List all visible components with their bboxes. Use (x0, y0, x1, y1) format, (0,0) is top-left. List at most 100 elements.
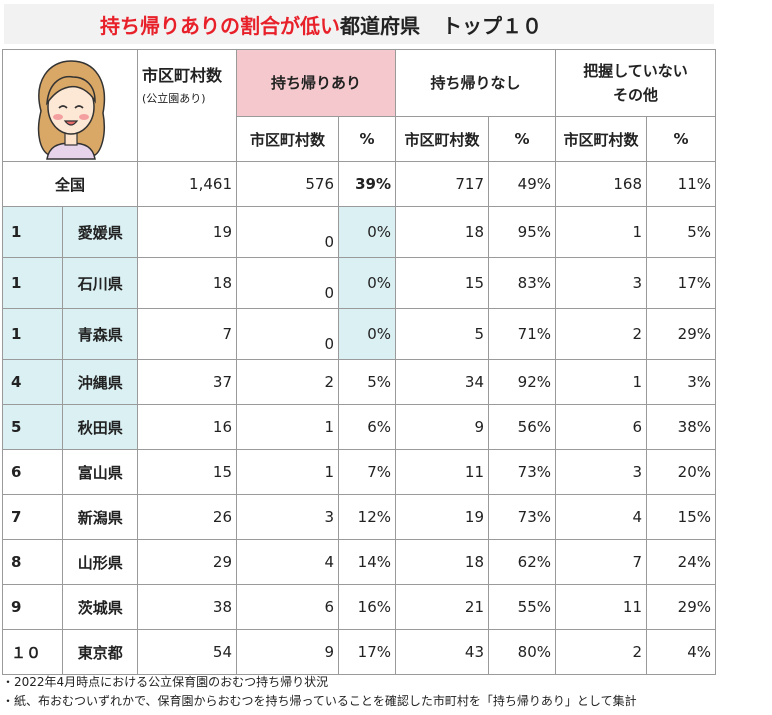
cell-prefecture: 富山県 (62, 449, 138, 495)
header-unknown-line1: 把握していない (583, 62, 688, 80)
cell-other: 6 (555, 404, 647, 450)
cell-other: 1 (555, 359, 647, 405)
table-row: 4 沖縄県 37 2 5% 34 92% 1 3% (1, 359, 716, 405)
cell-prefecture: 沖縄県 (62, 359, 138, 405)
cell-ari: 6 (236, 584, 339, 630)
cell-total: 16 (137, 404, 237, 450)
table-row: 5 秋田県 16 1 6% 9 56% 6 38% (1, 404, 716, 450)
cell-ari-pct: 17% (338, 629, 396, 675)
cell-other-pct: 3% (646, 359, 716, 405)
header-without-takeback: 持ち帰りなし (395, 49, 556, 117)
cell-rank: 9 (1, 584, 64, 630)
cell-total: 19 (137, 206, 237, 258)
cell-nashi: 11 (395, 449, 489, 495)
subheader-pct: % (338, 116, 396, 162)
cell-rank: 6 (1, 449, 64, 495)
header-with-takeback: 持ち帰りあり (236, 49, 396, 117)
cell-other: 3 (555, 257, 647, 309)
cell-ari: 4 (236, 539, 339, 585)
header-municipality-note: (公立園あり) (142, 92, 206, 105)
cell-nashi: 21 (395, 584, 489, 630)
cell-rank: 5 (1, 404, 64, 450)
table-row: 6 富山県 15 1 7% 11 73% 3 20% (1, 449, 716, 495)
cell-nashi: 34 (395, 359, 489, 405)
cell-total: 15 (137, 449, 237, 495)
cell-nashi-pct: 73% (488, 494, 556, 540)
woman-avatar-icon (37, 59, 106, 160)
footnote: ・紙、布おむついずれかで、保育園からおむつを持ち帰っていることを確認した市町村を… (2, 694, 637, 708)
cell-nashi: 19 (395, 494, 489, 540)
cell-rank: １０ (1, 629, 64, 675)
cell-nashi-pct: 92% (488, 359, 556, 405)
cell-nashi-pct: 49% (488, 161, 556, 207)
header-unknown-line2: その他 (612, 86, 658, 104)
cell-ari-pct: 5% (338, 359, 396, 405)
cell-rank: 1 (1, 206, 64, 258)
cell-prefecture: 東京都 (62, 629, 138, 675)
cell-nashi: 43 (395, 629, 489, 675)
cell-other-pct: 15% (646, 494, 716, 540)
cell-ari-pct: 0% (338, 308, 396, 360)
cell-other: 2 (555, 308, 647, 360)
cell-ari-pct: 16% (338, 584, 396, 630)
cell-other-pct: 24% (646, 539, 716, 585)
cell-other-pct: 38% (646, 404, 716, 450)
cell-nashi: 15 (395, 257, 489, 309)
cell-ari-pct: 0% (338, 206, 396, 258)
cell-other-pct: 11% (646, 161, 716, 207)
cell-other-pct: 29% (646, 308, 716, 360)
table-row: 1 愛媛県 19 0 0% 18 95% 1 5% (1, 206, 716, 258)
cell-other: 168 (555, 161, 647, 207)
cell-total: 38 (137, 584, 237, 630)
cell-prefecture: 青森県 (62, 308, 138, 360)
title-top10: トップ１０ (442, 13, 542, 38)
cell-total: 26 (137, 494, 237, 540)
cell-ari-pct: 6% (338, 404, 396, 450)
subheader-pct: % (488, 116, 556, 162)
cell-rank: 1 (1, 257, 64, 309)
cell-total: 7 (137, 308, 237, 360)
cell-ari: 0 (236, 308, 339, 360)
cell-ari: 1 (236, 404, 339, 450)
cell-ari-pct: 7% (338, 449, 396, 495)
cell-rank: 4 (1, 359, 64, 405)
cell-nashi: 18 (395, 539, 489, 585)
cell-nashi-pct: 56% (488, 404, 556, 450)
cell-ari-pct: 0% (338, 257, 396, 309)
cell-total: 37 (137, 359, 237, 405)
cell-other: 4 (555, 494, 647, 540)
cell-ari: 0 (236, 206, 339, 258)
header-municipality-count: 市区町村数 (公立園あり) (137, 49, 237, 162)
cell-ari: 1 (236, 449, 339, 495)
cell-total: 1,461 (137, 161, 237, 207)
cell-nashi-pct: 73% (488, 449, 556, 495)
cell-nashi-pct: 62% (488, 539, 556, 585)
cell-prefecture: 山形県 (62, 539, 138, 585)
cell-ari-pct: 39% (338, 161, 396, 207)
cell-ari: 3 (236, 494, 339, 540)
cell-ari: 2 (236, 359, 339, 405)
table-row: 9 茨城県 38 6 16% 21 55% 11 29% (1, 584, 716, 630)
cell-prefecture: 茨城県 (62, 584, 138, 630)
cell-nashi-pct: 80% (488, 629, 556, 675)
cell-ari-pct: 14% (338, 539, 396, 585)
page-title: 持ち帰りありの割合が低い 都道府県 トップ１０ (4, 4, 714, 44)
subheader-count: 市区町村数 (236, 116, 339, 162)
cell-nashi-pct: 55% (488, 584, 556, 630)
cell-other: 11 (555, 584, 647, 630)
national-label: 全国 (2, 161, 138, 207)
avatar (2, 49, 138, 162)
cell-nashi: 18 (395, 206, 489, 258)
cell-nashi: 9 (395, 404, 489, 450)
cell-other-pct: 20% (646, 449, 716, 495)
cell-ari: 9 (236, 629, 339, 675)
cell-other: 3 (555, 449, 647, 495)
cell-ari-pct: 12% (338, 494, 396, 540)
footnotes: ・2022年4月時点における公立保育園のおむつ持ち帰り状況 ・紙、布おむついずれ… (2, 673, 637, 711)
table-row: １０ 東京都 54 9 17% 43 80% 2 4% (1, 629, 716, 675)
cell-total: 29 (137, 539, 237, 585)
table-row: 1 青森県 7 0 0% 5 71% 2 29% (1, 308, 716, 360)
table-row: 7 新潟県 26 3 12% 19 73% 4 15% (1, 494, 716, 540)
cell-prefecture: 新潟県 (62, 494, 138, 540)
table-row-national: 全国 1,461 576 39% 717 49% 168 11% (2, 161, 716, 207)
